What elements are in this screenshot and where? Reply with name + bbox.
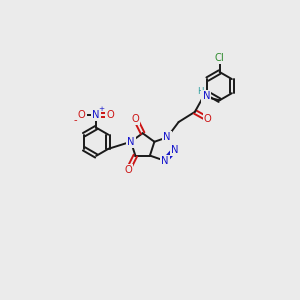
Text: O: O <box>78 110 86 120</box>
Text: N: N <box>127 137 135 147</box>
Text: N: N <box>171 145 178 155</box>
Text: O: O <box>106 110 114 120</box>
Text: Cl: Cl <box>215 52 224 63</box>
Text: N: N <box>161 156 169 166</box>
Text: +: + <box>98 106 104 112</box>
Text: O: O <box>124 165 132 175</box>
Text: O: O <box>131 114 139 124</box>
Text: N: N <box>202 92 210 101</box>
Text: N: N <box>164 132 171 142</box>
Text: H: H <box>196 87 203 96</box>
Text: O: O <box>204 114 212 124</box>
Text: -: - <box>74 115 77 125</box>
Text: N: N <box>92 110 100 120</box>
